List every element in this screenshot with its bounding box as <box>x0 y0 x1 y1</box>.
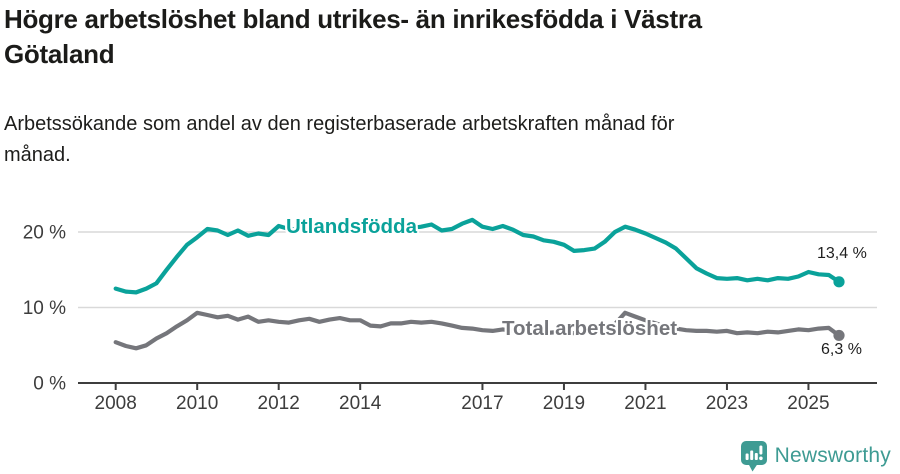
x-axis-tick-label: 2010 <box>176 393 218 414</box>
end-point-dot <box>833 276 845 288</box>
series-label-utlandsfodda: Utlandsfödda <box>286 215 417 238</box>
x-axis-tick-label: 2014 <box>339 393 382 414</box>
page-title-line-1: Högre arbetslöshet bland utrikes- än inr… <box>4 4 702 34</box>
logo-bars <box>745 445 763 460</box>
x-axis-tick-label: 2023 <box>706 393 748 414</box>
speech-bubble-bar-chart-icon <box>740 440 767 471</box>
data-line-utlandsf-dda <box>113 217 842 295</box>
newsworthy-logo-text: Newsworthy <box>774 444 891 467</box>
page-title: Högre arbetslöshet bland utrikes- än inr… <box>4 2 888 72</box>
y-axis-tick-label: 0 % <box>33 374 66 395</box>
line-chart: 0 % 10 % 20 % 2008 2010 2012 2014 2017 2019 2021 2… <box>23 217 877 414</box>
page-title-line-2: Götaland <box>4 39 115 69</box>
x-axis-tick-label: 2025 <box>787 393 829 414</box>
newsworthy-logo[interactable]: Newsworthy <box>740 440 891 472</box>
series-label-total-arbetsloshet: Total arbetslöshet <box>502 317 678 340</box>
x-axis-tick-label: 2021 <box>624 393 666 414</box>
x-axis-tick-label: 2012 <box>258 393 300 414</box>
x-axis-tick-label: 2017 <box>461 393 503 414</box>
page-subtitle-line-1: Arbetssökande som andel av den registerb… <box>4 113 675 135</box>
end-value-label-total: 6,3 % <box>821 341 862 358</box>
end-point-dot <box>833 329 845 342</box>
y-axis-tick-label: 10 % <box>23 298 66 319</box>
data-line-total-arbetsl-shet <box>113 310 842 351</box>
page-subtitle-line-2: månad. <box>4 144 71 166</box>
logo-bubble <box>740 440 767 471</box>
y-axis-tick-label: 20 % <box>23 223 66 244</box>
x-axis-tick-label: 2008 <box>95 393 137 414</box>
page-subtitle: Arbetssökande som andel av den registerb… <box>4 109 888 171</box>
x-axis-tick-label: 2019 <box>543 393 585 414</box>
end-value-label-utlandsfodda: 13,4 % <box>817 245 867 262</box>
